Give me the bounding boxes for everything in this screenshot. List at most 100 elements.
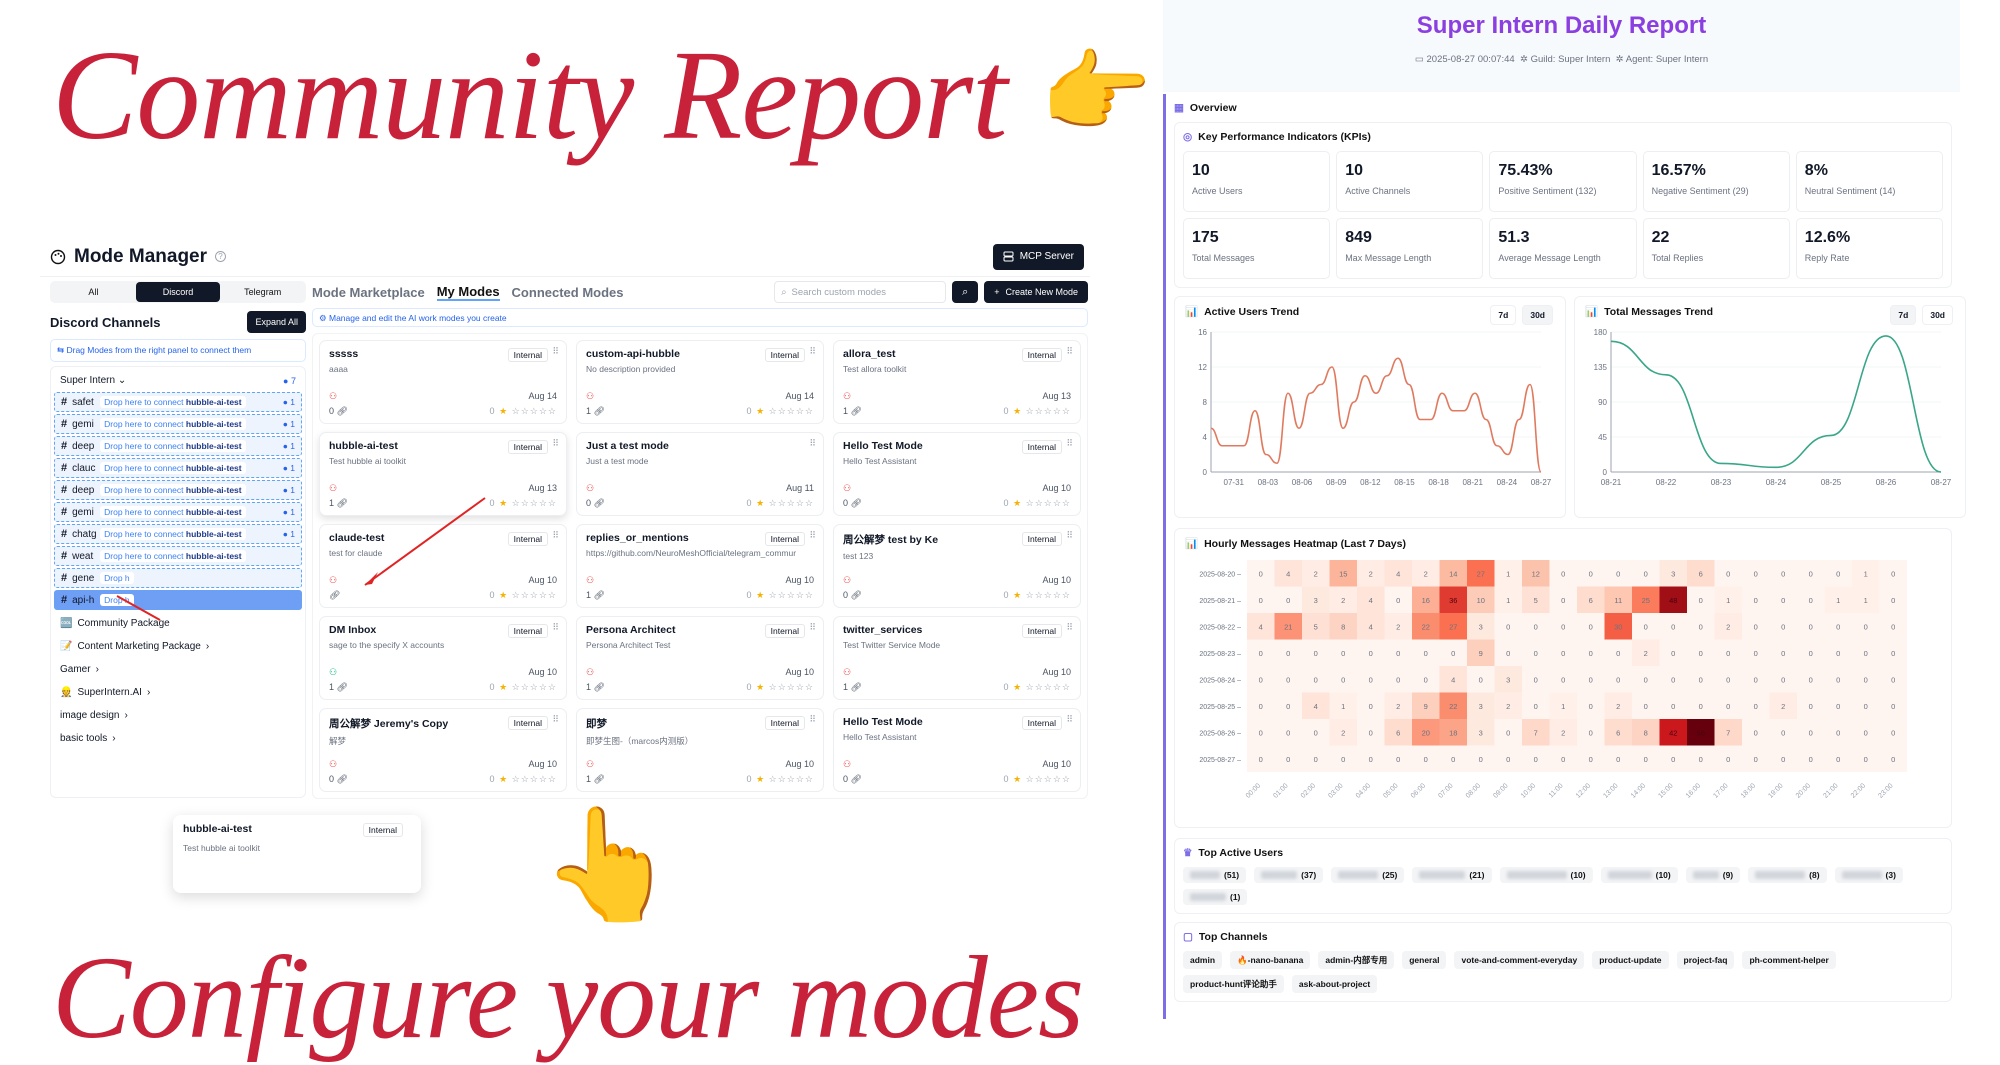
rating-stars[interactable]: 0 ★ ☆☆☆☆☆ — [1003, 498, 1071, 508]
channel-item[interactable]: # deep Drop here to connect hubble-ai-test… — [54, 436, 302, 456]
top-user-chip[interactable]: (8) — [1748, 867, 1827, 883]
top-channel-chip[interactable]: 🔥-nano-banana — [1230, 951, 1311, 969]
top-user-chip[interactable]: (10) — [1600, 867, 1678, 883]
mcp-server-button[interactable]: MCP Server — [992, 243, 1084, 270]
group-superintern-ai[interactable]: 👷 SuperIntern.AI › — [60, 687, 151, 698]
top-channel-chip[interactable]: admin-内部专用 — [1318, 951, 1395, 969]
range-30d-button[interactable]: 30d — [1522, 305, 1553, 325]
drag-handle-icon[interactable]: ⠿ — [552, 530, 559, 540]
top-channel-chip[interactable]: product-update — [1592, 951, 1669, 969]
top-channel-chip[interactable]: ask-about-project — [1291, 975, 1378, 993]
top-user-chip[interactable]: (9) — [1685, 867, 1741, 883]
rating-stars[interactable]: 0 ★ ☆☆☆☆☆ — [746, 590, 814, 600]
mode-card[interactable]: 周公解梦 Jeremy's Copy 解梦 Internal ⠿ ⚇ Aug 10 0 🔗︎… — [319, 708, 567, 792]
rating-stars[interactable]: 0 ★ ☆☆☆☆☆ — [1003, 406, 1071, 416]
rating-stars[interactable]: 0 ★ ☆☆☆☆☆ — [489, 498, 557, 508]
top-user-chip[interactable]: (25) — [1331, 867, 1405, 883]
rating-stars[interactable]: 0 ★ ☆☆☆☆☆ — [489, 682, 557, 692]
mode-card[interactable]: 周公解梦 test by Ke test 123 Internal ⠿ ⚇ Aug 10 0… — [833, 524, 1081, 608]
drop-zone[interactable]: Drop here to connect hubble-ai-test — [100, 484, 246, 496]
help-icon[interactable]: ? — [215, 251, 227, 262]
rating-stars[interactable]: 0 ★ ☆☆☆☆☆ — [489, 590, 557, 600]
drag-handle-icon[interactable]: ⠿ — [552, 346, 559, 356]
range-30d-button[interactable]: 30d — [1922, 305, 1953, 325]
drag-handle-icon[interactable]: ⠿ — [1066, 530, 1073, 540]
guild-super-intern[interactable]: Super Intern ⌄ ● 7 — [60, 375, 296, 386]
top-channel-chip[interactable]: project-faq — [1676, 951, 1735, 969]
rating-stars[interactable]: 0 ★ ☆☆☆☆☆ — [1003, 590, 1071, 600]
mode-card[interactable]: Hello Test Mode Hello Test Assistant Inter… — [833, 708, 1081, 792]
mode-card[interactable]: twitter_services Test Twitter Service Mod… — [833, 616, 1081, 700]
search-button[interactable]: ⌕ — [952, 281, 979, 303]
drag-handle-icon[interactable]: ⠿ — [1066, 622, 1073, 632]
group-image-design[interactable]: image design › — [60, 710, 128, 721]
rating-stars[interactable]: 0 ★ ☆☆☆☆☆ — [746, 682, 814, 692]
channel-item[interactable]: # gemi Drop here to connect hubble-ai-test… — [54, 502, 302, 522]
channel-item-selected[interactable]: # api-h Drop h — [54, 590, 302, 610]
search-input[interactable]: ⌕ Search custom modes — [774, 281, 947, 303]
tab-mode-marketplace[interactable]: Mode Marketplace — [312, 284, 425, 300]
range-7d-button[interactable]: 7d — [1890, 305, 1917, 325]
drag-handle-icon[interactable]: ⠿ — [809, 622, 816, 632]
rating-stars[interactable]: 0 ★ ☆☆☆☆☆ — [746, 406, 814, 416]
top-user-chip[interactable]: (37) — [1254, 867, 1324, 883]
mode-card[interactable]: Just a test mode Just a test mode ⠿ ⚇ Aug 11… — [576, 432, 824, 516]
rating-stars[interactable]: 0 ★ ☆☆☆☆☆ — [746, 498, 814, 508]
group-content-marketing[interactable]: 📝 Content Marketing Package › — [60, 641, 210, 652]
drop-zone[interactable]: Drop here to connect hubble-ai-test — [100, 440, 246, 452]
tab-connected-modes[interactable]: Connected Modes — [511, 284, 624, 300]
mode-card[interactable]: allora_test Test allora toolkit Internal ⠿ ⚇… — [833, 340, 1081, 424]
range-7d-button[interactable]: 7d — [1490, 305, 1517, 325]
channel-item[interactable]: # safet Drop here to connect hubble-ai-tes… — [54, 392, 302, 412]
channel-item[interactable]: # gemi Drop here to connect hubble-ai-test… — [54, 414, 302, 434]
top-user-chip[interactable]: (10) — [1499, 867, 1593, 883]
rating-stars[interactable]: 0 ★ ☆☆☆☆☆ — [1003, 682, 1071, 692]
mode-card[interactable]: custom-api-hubble No description provided… — [576, 340, 824, 424]
top-user-chip[interactable]: (21) — [1412, 867, 1492, 883]
top-channel-chip[interactable]: admin — [1183, 951, 1223, 969]
top-user-chip[interactable]: (3) — [1834, 867, 1903, 883]
drag-handle-icon[interactable]: ⠿ — [552, 714, 559, 724]
top-user-chip[interactable]: (51) — [1183, 867, 1247, 883]
mode-card[interactable]: Hello Test Mode Hello Test Assistant Inter… — [833, 432, 1081, 516]
drag-handle-icon[interactable]: ⠿ — [809, 438, 816, 448]
rating-stars[interactable]: 0 ★ ☆☆☆☆☆ — [1003, 774, 1071, 784]
tab-my-modes[interactable]: My Modes — [436, 283, 500, 301]
mode-card[interactable]: Persona Architect Persona Architect Test I… — [576, 616, 824, 700]
mode-card[interactable]: DM Inbox sage to the specify X accounts In… — [319, 616, 567, 700]
platform-tab-all[interactable]: All — [88, 287, 99, 297]
drag-handle-icon[interactable]: ⠿ — [1066, 346, 1073, 356]
drag-handle-icon[interactable]: ⠿ — [809, 714, 816, 724]
drag-handle-icon[interactable]: ⠿ — [809, 346, 816, 356]
mode-card[interactable]: hubble-ai-test Test hubble ai toolkit Inte… — [319, 432, 567, 516]
mode-card[interactable]: claude-test test for claude Internal ⠿ ⚇ Aug … — [319, 524, 567, 608]
platform-tab-telegram[interactable]: Telegram — [244, 287, 282, 297]
drop-zone[interactable]: Drop here to connect hubble-ai-test — [100, 462, 246, 474]
channel-item[interactable]: # clauc Drop here to connect hubble-ai-tes… — [54, 458, 302, 478]
create-new-mode-button[interactable]: + Create New Mode — [984, 281, 1088, 303]
drop-zone[interactable]: Drop h — [100, 594, 134, 606]
channel-item[interactable]: # chatg Drop here to connect hubble-ai-tes… — [54, 524, 302, 544]
drag-handle-icon[interactable]: ⠿ — [552, 438, 559, 448]
expand-all-button[interactable]: Expand All — [247, 311, 306, 333]
drag-handle-icon[interactable]: ⠿ — [1066, 714, 1073, 724]
drop-zone[interactable]: Drop here to connect hubble-ai-test — [100, 528, 246, 540]
top-channel-chip[interactable]: ph-comment-helper — [1742, 951, 1836, 969]
drag-handle-icon[interactable]: ⠿ — [552, 622, 559, 632]
group-community-package[interactable]: 🆒 Community Package — [60, 618, 170, 629]
top-channel-chip[interactable]: vote-and-comment-everyday — [1454, 951, 1585, 969]
top-channel-chip[interactable]: product-hunt评论助手 — [1183, 975, 1284, 993]
drop-zone[interactable]: Drop here to connect hubble-ai-test — [100, 418, 246, 430]
channel-item[interactable]: # weat Drop here to connect hubble-ai-test — [54, 546, 302, 566]
drag-handle-icon[interactable]: ⠿ — [1066, 438, 1073, 448]
drop-zone[interactable]: Drop here to connect hubble-ai-test — [100, 396, 246, 408]
mode-card[interactable]: 即梦 即梦生图-（marcos内测版） Internal ⠿ ⚇ Aug 10 1 🔗︎ 0 … — [576, 708, 824, 792]
dragged-mode-card[interactable]: hubble-ai-test Internal Test hubble ai t… — [173, 815, 421, 893]
rating-stars[interactable]: 0 ★ ☆☆☆☆☆ — [489, 774, 557, 784]
group-basic-tools[interactable]: basic tools › — [60, 733, 116, 744]
drop-zone[interactable]: Drop h — [100, 572, 134, 584]
top-user-chip[interactable]: (1) — [1183, 889, 1248, 905]
channel-item[interactable]: # gene Drop h — [54, 568, 302, 588]
channel-item[interactable]: # deep Drop here to connect hubble-ai-test… — [54, 480, 302, 500]
drag-handle-icon[interactable]: ⠿ — [809, 530, 816, 540]
